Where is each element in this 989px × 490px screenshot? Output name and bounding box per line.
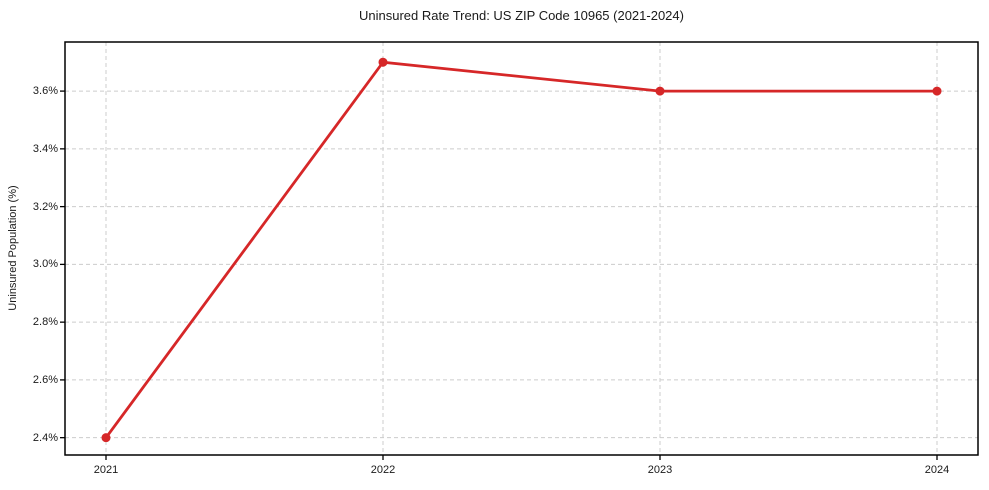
data-point-marker bbox=[378, 57, 388, 67]
x-tick-label: 2023 bbox=[647, 464, 673, 476]
trend-line bbox=[104, 60, 939, 440]
y-tick-label: 3.6% bbox=[32, 85, 58, 98]
chart-title: Uninsured Rate Trend: US ZIP Code 10965 … bbox=[359, 8, 684, 23]
plot-border bbox=[64, 41, 979, 456]
data-point-marker bbox=[101, 433, 111, 443]
y-tick-label: 3.0% bbox=[32, 258, 58, 271]
y-tick-label: 2.4% bbox=[32, 431, 58, 444]
data-point-marker bbox=[932, 86, 942, 96]
x-tick-label: 2022 bbox=[370, 464, 396, 476]
y-tick-label: 2.8% bbox=[32, 316, 58, 329]
y-tick-label: 3.4% bbox=[32, 142, 58, 155]
y-tick-label: 2.6% bbox=[32, 373, 58, 386]
data-point-marker bbox=[655, 86, 665, 96]
x-tick-label: 2024 bbox=[924, 464, 950, 476]
y-tick-label: 3.2% bbox=[32, 200, 58, 213]
x-tick-label: 2021 bbox=[93, 464, 119, 476]
